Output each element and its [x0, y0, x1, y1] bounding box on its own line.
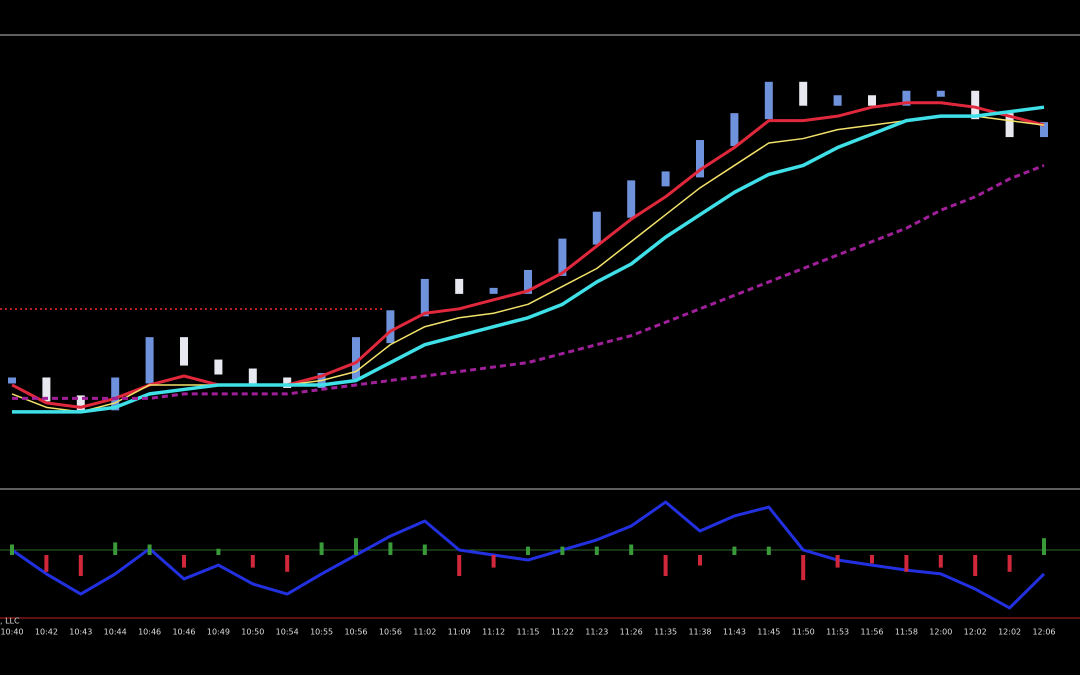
x-tick-label: 11:12: [482, 628, 505, 637]
x-tick-label: 10:40: [0, 628, 23, 637]
x-tick-label: 11:23: [585, 628, 608, 637]
histogram-bar: [44, 555, 49, 572]
histogram-bar: [594, 546, 599, 555]
series-line: [11, 115, 1045, 413]
histogram-bar: [78, 555, 83, 576]
x-tick-label: 11:26: [620, 628, 643, 637]
brick: [489, 287, 498, 294]
histogram-bar: [422, 544, 427, 555]
histogram-bar: [526, 546, 530, 555]
brick: [764, 81, 773, 120]
histogram-bar: [1007, 555, 1012, 572]
brick: [386, 310, 395, 344]
brick: [902, 90, 911, 106]
brick: [971, 90, 980, 120]
footer: , LLC: [0, 617, 20, 626]
x-tick-label: 10:43: [69, 628, 92, 637]
x-tick-label: 10:50: [241, 628, 264, 637]
brick: [42, 377, 51, 402]
brick: [180, 337, 188, 366]
brick: [799, 81, 808, 106]
brick: [283, 377, 292, 388]
histogram-bar: [663, 555, 668, 576]
brick: [1005, 113, 1014, 138]
x-tick-label: 12:02: [998, 628, 1021, 637]
histogram-bar: [319, 542, 324, 555]
brick: [248, 368, 257, 384]
brick: [868, 95, 876, 106]
histogram-bar: [560, 546, 565, 555]
histogram-bar: [801, 555, 806, 581]
brick: [1040, 122, 1048, 138]
histogram-bar: [354, 538, 358, 555]
series-line: [12, 164, 1045, 400]
x-tick-label: 11:56: [860, 628, 883, 637]
x-tick-label: 10:56: [379, 628, 402, 637]
histogram-bar: [147, 544, 152, 555]
brick: [8, 377, 16, 384]
histogram-bar: [835, 555, 840, 568]
brick: [592, 211, 601, 245]
x-tick-label: 10:42: [35, 628, 58, 637]
x-tick-label: 10:55: [310, 628, 333, 637]
x-tick-label: 11:50: [792, 628, 815, 637]
brick: [76, 395, 85, 411]
series-line: [12, 105, 1045, 414]
x-tick-label: 11:35: [654, 628, 677, 637]
x-tick-label: 10:54: [276, 628, 299, 637]
x-tick-label: 10:44: [104, 628, 127, 637]
histogram-bar: [285, 555, 290, 572]
x-tick-label: 11:53: [826, 628, 849, 637]
histogram-bar: [182, 555, 186, 568]
x-tick-label: 11:09: [448, 628, 471, 637]
brick: [730, 113, 739, 147]
x-tick-label: 12:02: [964, 628, 987, 637]
x-tick-label: 11:45: [757, 628, 780, 637]
x-tick-label: 11:43: [723, 628, 746, 637]
x-tick-label: 12:00: [929, 628, 952, 637]
x-tick-label: 11:15: [516, 628, 539, 637]
histogram-bar: [938, 555, 943, 568]
brick: [145, 337, 154, 384]
brick: [214, 359, 223, 375]
x-tick-label: 10:49: [207, 628, 230, 637]
histogram-bar: [629, 544, 634, 555]
x-tick-label: 10:46: [172, 628, 195, 637]
x-tick-label: 11:22: [551, 628, 574, 637]
brick: [627, 180, 636, 218]
brick: [352, 337, 360, 379]
brick: [420, 278, 429, 317]
histogram-bar: [732, 546, 737, 555]
x-tick-label: 12:06: [1032, 628, 1055, 637]
x-tick-label: 11:58: [895, 628, 918, 637]
brick: [455, 278, 464, 294]
histogram-bar: [457, 555, 462, 576]
brick: [696, 140, 704, 178]
x-tick-label: 11:38: [688, 628, 711, 637]
histogram-bar: [388, 542, 393, 555]
histogram-bar: [216, 548, 221, 555]
histogram-bar: [250, 555, 255, 568]
series-line: [11, 101, 1045, 409]
brick: [936, 90, 945, 97]
x-tick-label: 10:56: [344, 628, 367, 637]
histogram-bar: [973, 555, 978, 576]
histogram-bar: [113, 542, 118, 555]
brick: [833, 95, 842, 106]
brick: [558, 238, 567, 276]
histogram-bar: [698, 555, 702, 566]
x-tick-label: 10:46: [138, 628, 161, 637]
x-tick-label: 11:02: [413, 628, 436, 637]
series-line: [11, 500, 1046, 610]
histogram-bar: [1042, 538, 1046, 555]
histogram-bar: [870, 555, 874, 564]
brick: [661, 171, 670, 187]
histogram-bar: [10, 544, 14, 555]
brick: [524, 269, 532, 294]
histogram-bar: [766, 546, 771, 555]
brick: [111, 377, 120, 411]
histogram-bar: [491, 555, 496, 568]
histogram-bar: [904, 555, 909, 572]
